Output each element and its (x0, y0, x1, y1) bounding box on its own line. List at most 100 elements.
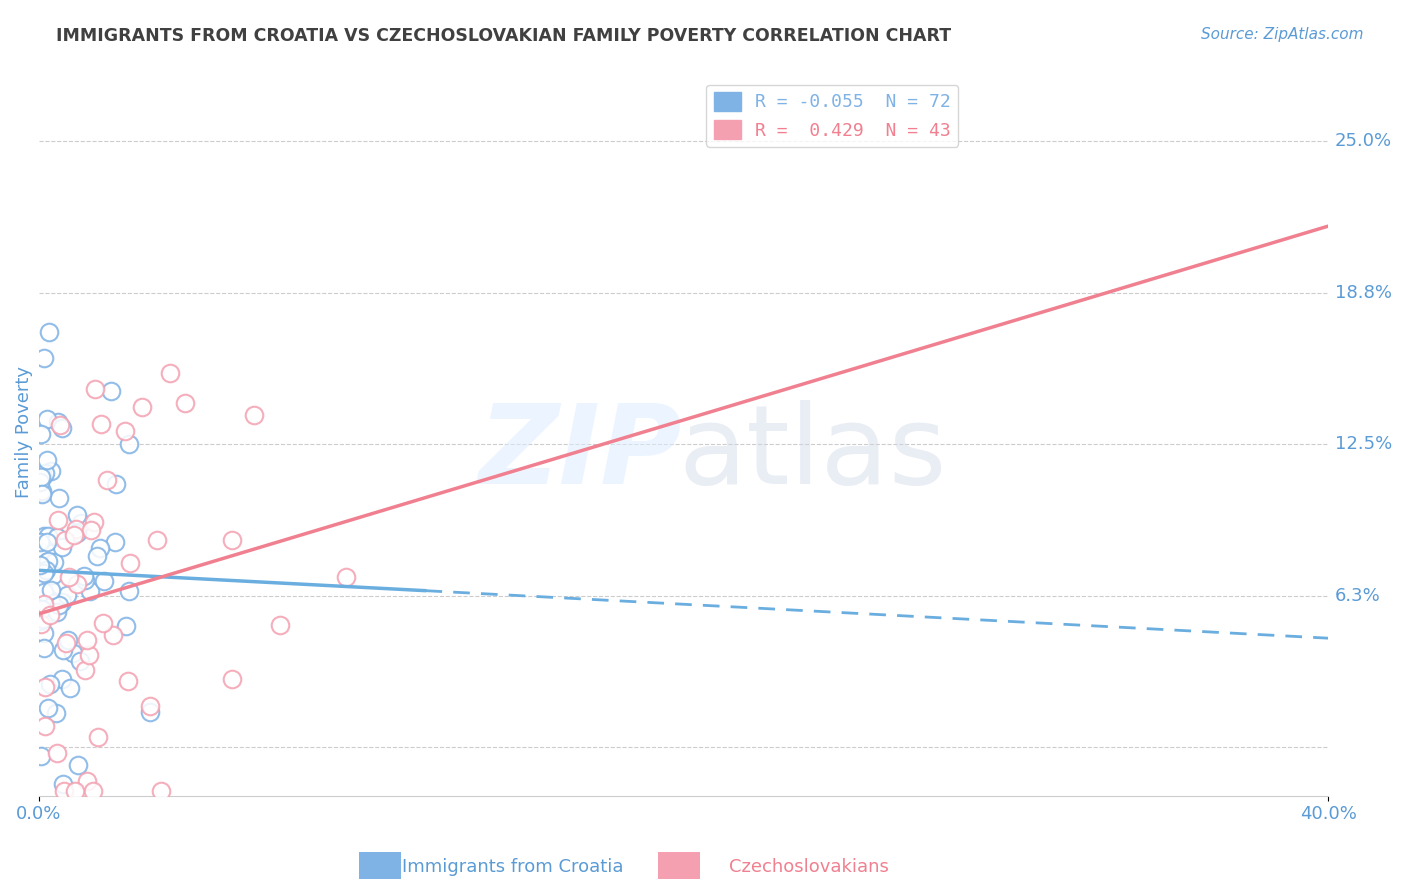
Point (32, 641, 55, 656)
Point (59, 681, 82, 695)
Point (100, 384, 122, 399)
Point (82, 784, 104, 798)
Point (46, 605, 69, 619)
Point (46, 513, 69, 527)
Point (76, 633, 98, 648)
Point (145, 533, 167, 547)
Legend: R = -0.055  N = 72, R =  0.429  N = 43: R = -0.055 N = 72, R = 0.429 N = 43 (706, 85, 957, 147)
Point (31, 483, 53, 498)
Point (30, 617, 52, 632)
Point (53, 533, 76, 547)
Point (76, 774, 98, 789)
Point (55, 636, 77, 650)
Point (45, 706, 67, 720)
Point (51, 421, 73, 435)
Point (67, 758, 90, 772)
Point (34, 680, 56, 694)
Point (44, 555, 66, 569)
Point (51, 672, 73, 686)
Point (32, 612, 55, 626)
Text: 6.3%: 6.3% (1334, 587, 1381, 605)
Point (39, 464, 62, 478)
Point (58, 570, 80, 584)
Point (30, 475, 52, 489)
Point (139, 705, 162, 719)
Point (117, 673, 139, 688)
Point (37, 529, 59, 543)
Point (30, 469, 52, 483)
Point (62, 647, 84, 661)
Point (48, 491, 70, 506)
Point (221, 672, 243, 686)
Text: ZIP: ZIP (478, 401, 682, 508)
Point (32, 528, 55, 542)
Point (35, 534, 58, 549)
Text: Immigrants from Croatia: Immigrants from Croatia (402, 858, 624, 876)
Point (30, 610, 52, 624)
Point (83, 382, 105, 396)
Point (51, 540, 73, 554)
Point (34, 585, 56, 599)
Point (30, 484, 52, 499)
Point (65, 522, 87, 536)
Point (91, 615, 114, 630)
Point (30, 614, 52, 628)
Point (139, 699, 162, 714)
Point (52, 643, 75, 657)
Point (39, 608, 62, 623)
Point (104, 535, 127, 549)
Point (48, 418, 70, 433)
Point (58, 632, 80, 647)
Point (87, 731, 110, 745)
Point (75, 663, 97, 677)
Point (114, 425, 136, 439)
Point (73, 569, 96, 583)
Point (37, 555, 59, 569)
Text: IMMIGRANTS FROM CROATIA VS CZECHOSLOVAKIAN FAMILY POVERTY CORRELATION CHART: IMMIGRANTS FROM CROATIA VS CZECHOSLOVAKI… (56, 27, 952, 45)
Point (34, 467, 56, 481)
Point (30, 427, 52, 442)
Point (80, 523, 103, 537)
Point (52, 777, 75, 791)
Point (118, 436, 141, 450)
Point (46, 415, 69, 429)
Point (174, 395, 197, 409)
Point (93, 574, 115, 588)
Point (52, 784, 75, 798)
Point (42, 567, 65, 582)
Text: 25.0%: 25.0% (1334, 132, 1392, 150)
Point (66, 577, 89, 591)
Point (66, 508, 89, 523)
Point (51, 594, 73, 608)
Point (39, 677, 62, 691)
Point (35, 563, 58, 577)
Point (34, 719, 56, 733)
Text: Source: ZipAtlas.com: Source: ZipAtlas.com (1201, 27, 1364, 42)
Point (62, 527, 84, 541)
Point (30, 534, 52, 549)
Y-axis label: Family Poverty: Family Poverty (15, 366, 32, 498)
Point (35, 453, 58, 467)
Point (55, 588, 77, 602)
Point (39, 582, 62, 597)
Point (118, 583, 141, 598)
Point (32, 351, 55, 366)
Point (65, 784, 87, 798)
Point (149, 784, 172, 798)
Point (79, 648, 101, 662)
Point (46, 746, 69, 760)
Text: atlas: atlas (678, 401, 946, 508)
Point (269, 617, 291, 632)
Point (31, 487, 53, 501)
Point (105, 477, 128, 491)
Point (243, 409, 266, 423)
Point (32, 469, 55, 483)
Point (131, 400, 153, 414)
Text: Czechoslovakians: Czechoslovakians (728, 858, 889, 876)
Point (96, 473, 118, 487)
Point (30, 749, 52, 764)
Point (31, 601, 53, 615)
Point (114, 619, 136, 633)
Point (37, 701, 59, 715)
Point (86, 549, 108, 564)
